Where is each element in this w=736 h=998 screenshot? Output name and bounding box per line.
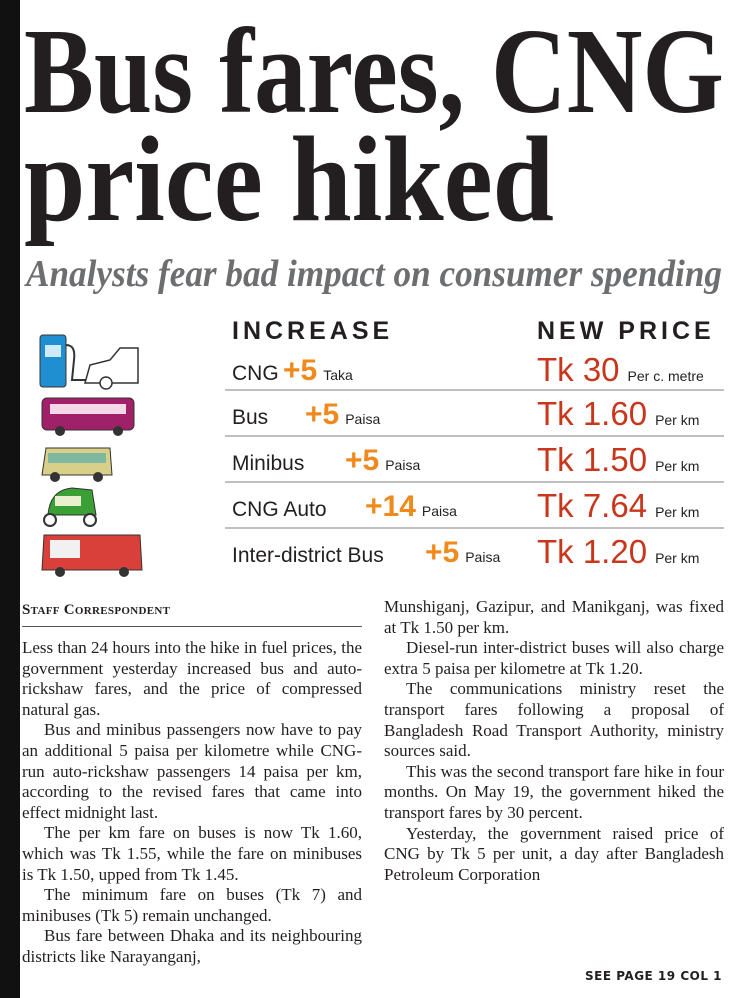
headline: price hiked (24, 112, 554, 247)
increase-value: +5 (305, 398, 339, 431)
increase-value: +14 (365, 490, 416, 523)
increase-unit: Paisa (422, 503, 457, 519)
increase-value: +5 (345, 444, 379, 477)
price-value: Tk 30 (537, 351, 620, 388)
increase-value: +5 (283, 354, 317, 387)
price-unit: Per km (655, 412, 699, 428)
price-unit: Per km (655, 504, 699, 520)
paragraph: Bus fare between Dhaka and its neighbour… (22, 926, 362, 966)
article-column: Munshiganj, Gazipur, and Manikganj, was … (384, 597, 724, 969)
byline: Staff Correspondent (22, 602, 171, 618)
increase: +5 Taka (283, 354, 353, 387)
paragraph: Bus and minibus passengers now have to p… (22, 720, 362, 822)
paragraph: Yesterday, the government raised price o… (384, 823, 724, 884)
increase: +5 Paisa (345, 444, 420, 477)
minibus-icon (41, 447, 113, 482)
cng-pump-icon (39, 334, 139, 390)
price-unit: Per c. metre (628, 368, 704, 384)
paragraph: Munshiganj, Gazipur, and Manikganj, was … (384, 597, 724, 637)
coach-icon (41, 534, 143, 577)
increase-unit: Taka (323, 367, 353, 383)
row-name: Minibus (232, 452, 304, 475)
price-value: Tk 1.60 (537, 395, 647, 432)
new-price: Tk 30 Per c. metre (537, 351, 704, 388)
paragraph: The per km fare on buses is now Tk 1.60,… (22, 823, 362, 884)
increase-value: +5 (425, 536, 459, 569)
article-column: Less than 24 hours into the hike in fuel… (22, 638, 362, 968)
row-name: Inter-district Bus (232, 544, 384, 567)
row-name: CNG (232, 362, 279, 385)
subtitle: Analysts fear bad impact on consumer spe… (24, 253, 722, 295)
header-graphic: Bus fares, CNG price hiked Analysts fear… (24, 4, 724, 577)
headline: Bus fares, CNG (24, 4, 724, 139)
bus-icon (41, 397, 135, 436)
jump-line: SEE PAGE 19 COL 1 (585, 969, 722, 983)
row-name: CNG Auto (232, 498, 327, 521)
paragraph: This was the second transport fare hike … (384, 761, 724, 822)
price-unit: Per km (655, 550, 699, 566)
increase-unit: Paisa (345, 411, 380, 427)
increase-unit: Paisa (465, 549, 500, 565)
increase: +5 Paisa (425, 536, 500, 569)
increase-unit: Paisa (385, 457, 420, 473)
paragraph: Less than 24 hours into the hike in fuel… (22, 638, 362, 719)
price-value: Tk 7.64 (537, 487, 647, 524)
paragraph: The communications ministry reset the tr… (384, 679, 724, 761)
new-price: Tk 1.50 Per km (537, 441, 699, 478)
paragraph: The minimum fare on buses (Tk 7) and min… (22, 885, 362, 925)
new-price: Tk 1.20 Per km (537, 533, 699, 570)
row-name: Bus (232, 406, 268, 429)
price-value: Tk 1.20 (537, 533, 647, 570)
increase: +14 Paisa (365, 490, 457, 523)
paragraph: Diesel-run inter-district buses will als… (384, 638, 724, 678)
column-header: INCREASE (232, 317, 393, 345)
increase: +5 Paisa (305, 398, 380, 431)
auto-rickshaw-icon (43, 487, 97, 527)
edge-bar (0, 0, 20, 998)
price-unit: Per km (655, 458, 699, 474)
new-price: Tk 1.60 Per km (537, 395, 699, 432)
byline-rule (22, 626, 362, 627)
column-header: NEW PRICE (537, 317, 715, 345)
new-price: Tk 7.64 Per km (537, 487, 699, 524)
price-value: Tk 1.50 (537, 441, 647, 478)
